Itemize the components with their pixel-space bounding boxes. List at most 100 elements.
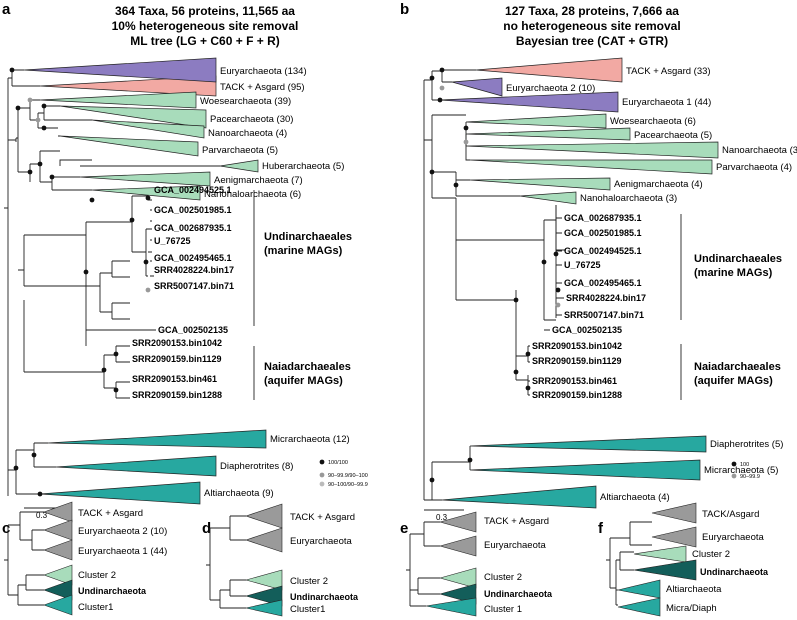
support-node bbox=[439, 85, 445, 91]
panel-b-triangle-aenigmarchaeota bbox=[469, 177, 611, 191]
panel-a-clade-nanohaloarchaeota: Nanohaloarchaeota (6) bbox=[204, 189, 301, 200]
panel-b-clade-tack-asgard: TACK + Asgard (33) bbox=[626, 66, 711, 77]
panel-a-support-nodes bbox=[9, 67, 151, 497]
panel-a-clade-huberarchaeota: Huberarchaeota (5) bbox=[262, 161, 344, 172]
panel-a-title-line-3: ML tree (LG + C60 + F + R) bbox=[130, 34, 279, 48]
panel-b-triangle-pacearchaeota bbox=[465, 127, 631, 141]
panel-a-clade-labels: Euryarchaeota (134) TACK + Asgard (95) W… bbox=[200, 66, 350, 499]
panel-a-triangle-parvarchaeota bbox=[59, 135, 199, 157]
panel-d-clade: Euryarchaeota bbox=[290, 536, 353, 547]
panel-b-support-nodes bbox=[429, 67, 561, 483]
support-node bbox=[27, 97, 33, 103]
support-node bbox=[463, 125, 469, 131]
panel-d-clade-bold: Undinarchaeota bbox=[290, 592, 359, 602]
support-node bbox=[13, 465, 19, 471]
panel-b-triangle-altiarchaeota bbox=[441, 485, 597, 509]
panel-b-leaf: GCA_002494525.1 bbox=[564, 246, 642, 256]
panel-a: a 364 Taxa, 56 proteins, 11,565 aa 10% h… bbox=[2, 1, 368, 520]
panel-c-label: c bbox=[2, 520, 10, 537]
panel-f-triangle-undinarchaeota bbox=[633, 559, 697, 581]
panel-b-triangle-woesearchaeota bbox=[465, 113, 607, 129]
panel-b-leaf: SRR5007147.bin71 bbox=[564, 310, 644, 320]
panel-a-clade-tack-asgard: TACK + Asgard (95) bbox=[220, 82, 305, 93]
panel-b-clade-woesearchaeota: Woesearchaeota (6) bbox=[610, 116, 696, 127]
panel-a-leaf: GCA_002502135 bbox=[158, 325, 228, 335]
legend-dot-full bbox=[731, 461, 737, 467]
panel-a-clade-diapherotrites: Diapherotrites (8) bbox=[220, 461, 293, 472]
panel-a-title-line-2: 10% heterogeneous site removal bbox=[112, 19, 299, 33]
panel-b-leaf-branches bbox=[528, 205, 564, 396]
panel-d: d TACK + Asgard Euryarchaeota Cluster 2 … bbox=[202, 503, 359, 617]
panel-e-triangle-euryarchaeota bbox=[438, 535, 477, 557]
panel-a-marine-group-name: Undinarchaeales bbox=[264, 231, 352, 243]
panel-e-triangle-undinarchaeota bbox=[438, 583, 477, 605]
panel-b-clade-nanoarchaeota: Nanoarchaeota (3) bbox=[722, 145, 797, 156]
panel-e: e TACK + Asgard Euryarchaeota Cluster 2 … bbox=[400, 511, 553, 617]
support-node bbox=[555, 287, 561, 293]
support-node bbox=[113, 387, 119, 393]
panel-a-triangle-diapherotrites bbox=[55, 455, 217, 477]
panel-b-leaf-labels: GCA_002687935.1 GCA_002501985.1 GCA_0024… bbox=[532, 213, 646, 400]
panel-b-label: b bbox=[400, 1, 409, 18]
support-node bbox=[129, 217, 135, 223]
panel-c-triangle-undinarchaeota bbox=[43, 579, 73, 601]
panel-b-title-line-2: no heterogeneous site removal bbox=[503, 19, 680, 33]
panel-c-triangle-tack-asgard bbox=[43, 501, 73, 523]
support-node bbox=[37, 161, 43, 167]
support-node bbox=[541, 259, 547, 265]
panel-a-triangle-altiarchaeota bbox=[39, 481, 201, 505]
support-node bbox=[453, 182, 459, 188]
panel-a-triangle-pacearchaeota bbox=[59, 105, 207, 129]
panel-e-triangle-cluster-2 bbox=[438, 567, 477, 589]
panel-b-leaf: SRR2090153.bin461 bbox=[532, 376, 617, 386]
panel-a-triangle-huberarchaeota bbox=[219, 159, 259, 173]
panel-b-leaf: GCA_002687935.1 bbox=[564, 213, 642, 223]
support-node bbox=[555, 302, 561, 308]
panel-a-clade-euryarchaeota: Euryarchaeota (134) bbox=[220, 66, 307, 77]
panel-a-leaf-labels: GCA_002494525.1 GCA_002501985.1 GCA_0026… bbox=[132, 185, 234, 400]
panel-a-leaf: GCA_002501985.1 bbox=[154, 205, 232, 215]
support-node bbox=[31, 452, 37, 458]
panel-b-leaf: GCA_002501985.1 bbox=[564, 228, 642, 238]
panel-b-aquifer-group-sub: (aquifer MAGs) bbox=[694, 375, 773, 387]
panel-a-tree-branches bbox=[4, 69, 156, 496]
panel-b-clade-euryarchaeota-1: Euryarchaeota 1 (44) bbox=[622, 97, 711, 108]
panel-a-triangle-aenigmarchaeota bbox=[79, 171, 211, 187]
panel-a-triangle-tack-asgard bbox=[39, 75, 217, 97]
panel-b-marine-group-sub: (marine MAGs) bbox=[694, 267, 773, 279]
panel-a-clade-parvarchaeota: Parvarchaeota (5) bbox=[202, 145, 278, 156]
panel-f-triangle-micra-diaph bbox=[617, 597, 661, 617]
panel-a-clade-nanoarchaeota: Nanoarchaeota (4) bbox=[208, 128, 287, 139]
panel-b-clade-triangles bbox=[439, 57, 719, 509]
panel-e-triangle-cluster-1 bbox=[425, 597, 477, 617]
panel-c-triangle-cluster1 bbox=[43, 594, 73, 616]
panel-b-triangle-euryarchaeota-1 bbox=[439, 91, 619, 113]
panel-a-leaf: GCA_002494525.1 bbox=[154, 185, 232, 195]
panel-d-triangle-euryarchaeota bbox=[245, 527, 283, 553]
panel-b-title-line-3: Bayesian tree (CAT + GTR) bbox=[516, 34, 668, 48]
panel-a-marine-group-sub: (marine MAGs) bbox=[264, 245, 343, 257]
support-node bbox=[15, 105, 21, 111]
panel-b-title-line-1: 127 Taxa, 28 proteins, 7,666 aa bbox=[505, 4, 679, 18]
panel-d-clade: Cluster 2 bbox=[290, 576, 328, 587]
panel-d-clade: TACK + Asgard bbox=[290, 512, 355, 523]
panel-b-clade-aenigmarchaeota: Aenigmarchaeota (4) bbox=[614, 179, 703, 190]
panel-b-leaf: GCA_002502135 bbox=[552, 325, 622, 335]
panel-a-legend-1: 100/100 bbox=[328, 460, 348, 466]
panel-b-clade-pacearchaeota: Pacearchaeota (5) bbox=[634, 130, 712, 141]
panel-c-clade: TACK + Asgard bbox=[78, 508, 143, 519]
support-node bbox=[101, 367, 107, 373]
panel-b-aquifer-group-name: Naiadarchaeales bbox=[694, 361, 781, 373]
panel-c-triangle-euryarchaeota-2 bbox=[43, 519, 73, 541]
panel-c-triangle-cluster-2 bbox=[43, 564, 73, 586]
support-node bbox=[429, 169, 435, 175]
panel-c: c TACK + Asgard Euryarchaeota 2 (10) Eur… bbox=[2, 501, 167, 616]
panel-a-label: a bbox=[2, 1, 11, 18]
panel-f-clade: Euryarchaeota bbox=[702, 532, 765, 543]
panel-a-scale-label: 0.3 bbox=[36, 511, 48, 520]
support-node bbox=[429, 477, 435, 483]
support-node bbox=[143, 259, 149, 265]
panel-f-clade: TACK/Asgard bbox=[702, 509, 759, 520]
panel-b-clade-nanohaloarchaeota: Nanohaloarchaeota (3) bbox=[580, 193, 677, 204]
support-node bbox=[513, 297, 519, 303]
